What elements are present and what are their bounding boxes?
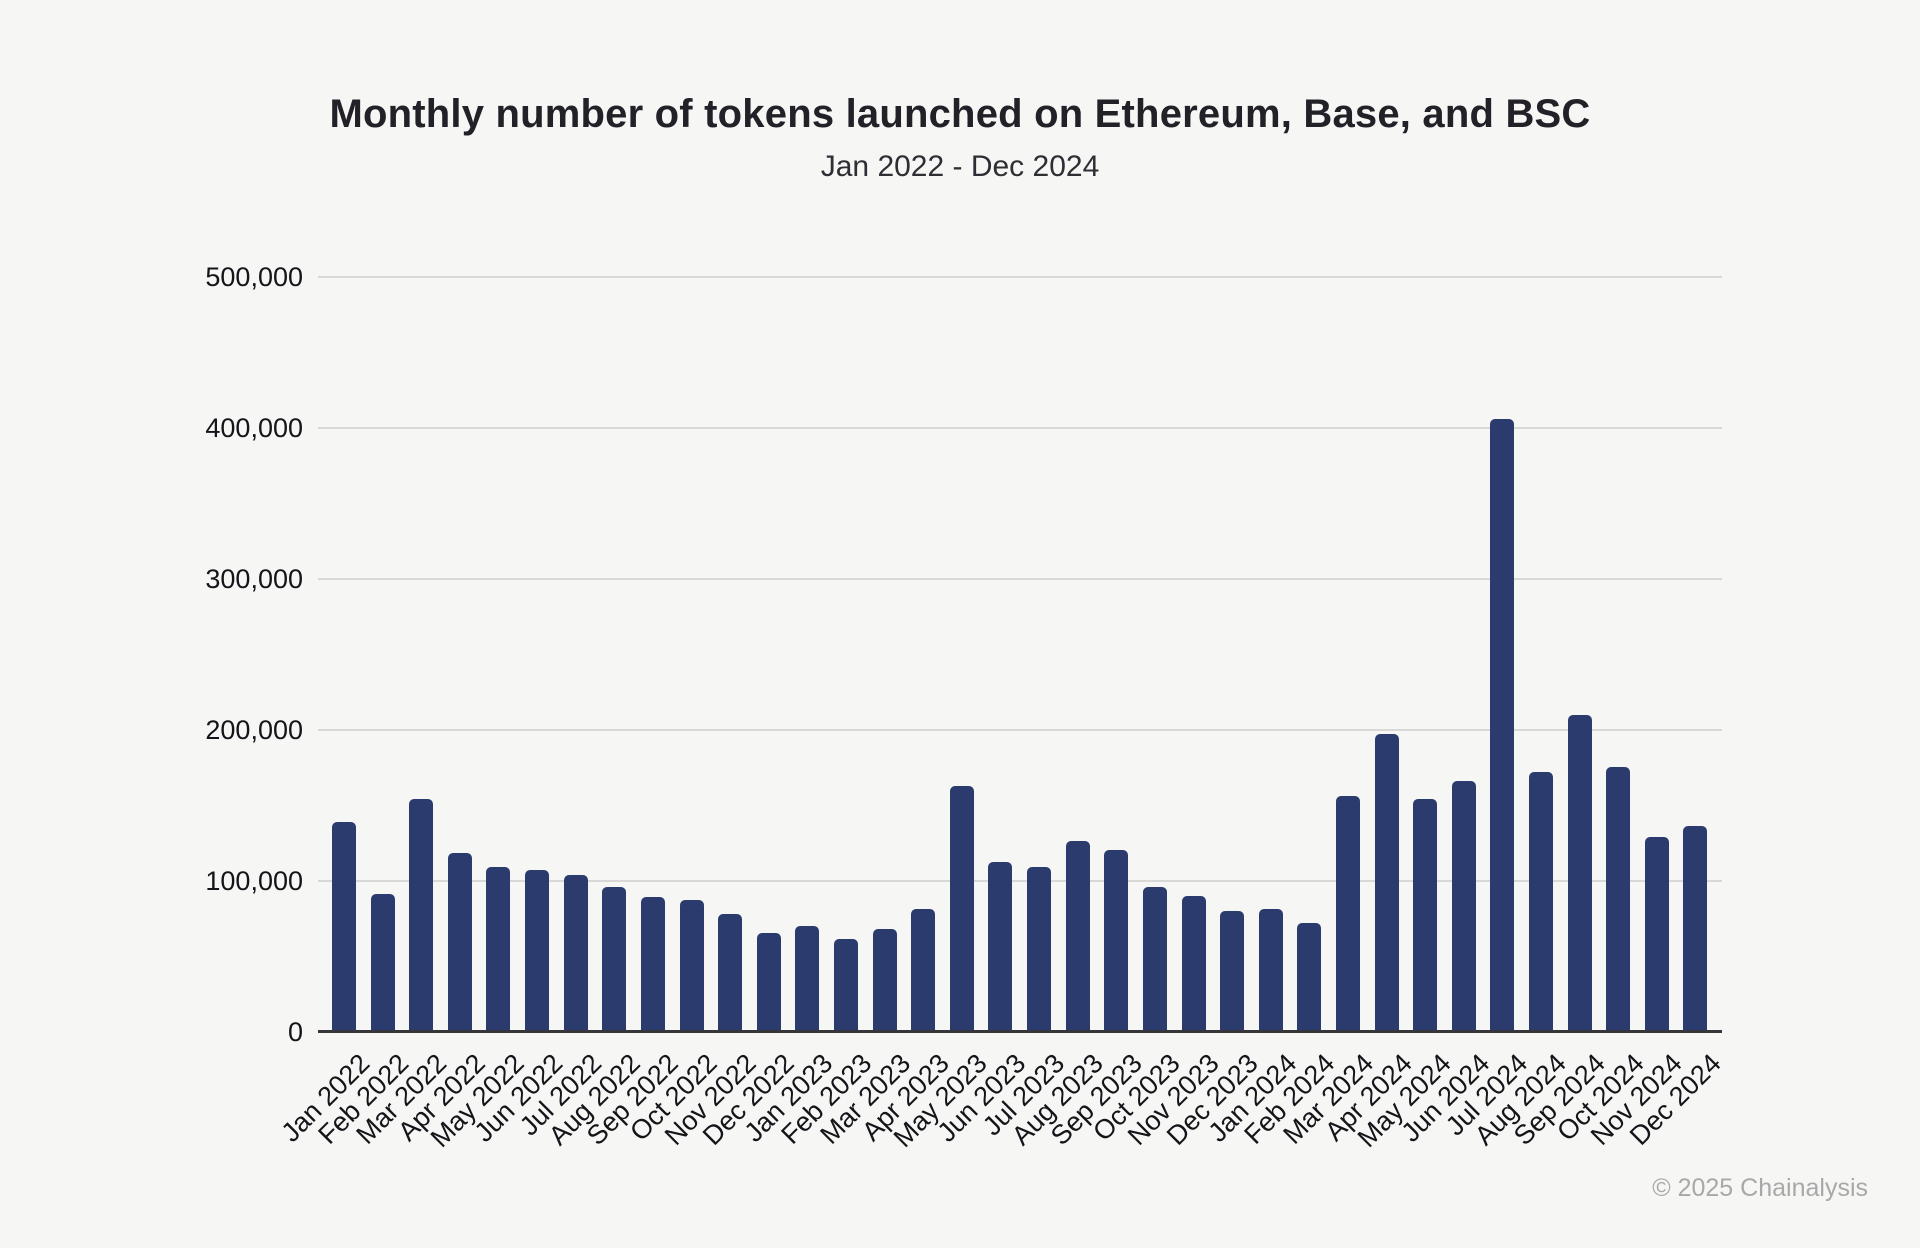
bar-feb-2022 <box>370 894 395 1032</box>
bar-jun-2022 <box>525 870 550 1032</box>
bar-mar-2023 <box>872 928 897 1032</box>
bar-mar-2024 <box>1335 796 1360 1032</box>
bar-apr-2022 <box>447 853 472 1032</box>
bar-apr-2023 <box>911 909 936 1032</box>
bar-sep-2023 <box>1104 850 1129 1032</box>
bar-jun-2024 <box>1451 781 1476 1032</box>
bar-oct-2022 <box>679 900 704 1032</box>
bar-nov-2024 <box>1644 836 1669 1032</box>
gridline-200000 <box>318 728 1722 731</box>
y-tick-label-200000: 200,000 <box>205 714 303 745</box>
bar-aug-2024 <box>1529 771 1554 1032</box>
y-tick-label-0: 0 <box>287 1016 303 1047</box>
bar-apr-2024 <box>1374 734 1399 1032</box>
y-tick-label-100000: 100,000 <box>205 865 303 896</box>
bar-aug-2023 <box>1065 841 1090 1032</box>
bar-oct-2023 <box>1142 886 1167 1032</box>
bar-may-2023 <box>949 785 974 1032</box>
y-tick-label-400000: 400,000 <box>205 412 303 443</box>
bar-nov-2023 <box>1181 895 1206 1032</box>
bar-sep-2024 <box>1567 714 1592 1032</box>
chart-title: Monthly number of tokens launched on Eth… <box>329 92 1591 136</box>
y-tick-label-300000: 300,000 <box>205 563 303 594</box>
bar-jul-2023 <box>1027 867 1052 1032</box>
bar-sep-2022 <box>640 897 665 1032</box>
gridline-300000 <box>318 577 1722 580</box>
chart-subtitle: Jan 2022 - Dec 2024 <box>820 150 1100 183</box>
bar-jul-2024 <box>1490 418 1515 1032</box>
bar-feb-2024 <box>1297 922 1322 1032</box>
x-axis-line <box>318 1030 1722 1033</box>
bar-feb-2023 <box>833 939 858 1032</box>
y-tick-label-500000: 500,000 <box>205 262 303 292</box>
bar-dec-2024 <box>1683 826 1708 1032</box>
copyright-credit: © 2025 Chainalysis <box>1652 1174 1868 1202</box>
bar-jan-2023 <box>795 925 820 1032</box>
bar-jan-2024 <box>1258 909 1283 1032</box>
bar-nov-2022 <box>718 913 743 1032</box>
bar-aug-2022 <box>602 886 627 1032</box>
bar-jan-2022 <box>332 821 356 1032</box>
bar-may-2024 <box>1413 799 1438 1032</box>
gridline-100000 <box>318 879 1722 882</box>
bar-mar-2022 <box>409 799 434 1032</box>
bar-dec-2022 <box>756 933 781 1032</box>
gridline-400000 <box>318 426 1722 429</box>
bar-may-2022 <box>486 867 511 1032</box>
bar-jun-2023 <box>988 862 1013 1032</box>
bar-jul-2022 <box>563 874 588 1032</box>
bar-dec-2023 <box>1220 910 1245 1032</box>
bar-oct-2024 <box>1606 767 1631 1032</box>
gridline-500000 <box>318 276 1722 278</box>
